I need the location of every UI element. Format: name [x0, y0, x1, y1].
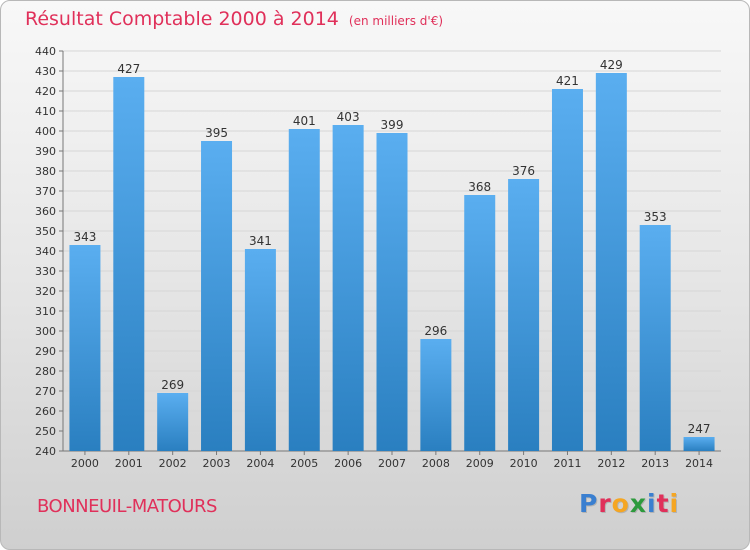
- bar: [244, 249, 276, 451]
- y-tick-label: 380: [35, 165, 56, 178]
- bar: [683, 437, 715, 451]
- x-tick-label: 2006: [334, 457, 362, 470]
- y-tick-label: 370: [35, 185, 56, 198]
- data-label: 341: [249, 234, 272, 248]
- bar: [288, 129, 320, 451]
- y-tick-label: 250: [35, 425, 56, 438]
- commune-name: BONNEUIL-MATOURS: [37, 496, 217, 517]
- x-tick-label: 2012: [597, 457, 625, 470]
- data-label: 353: [644, 210, 667, 224]
- x-tick-label: 2007: [378, 457, 406, 470]
- x-tick-label: 2001: [115, 457, 143, 470]
- y-tick-label: 420: [35, 85, 56, 98]
- y-tick-label: 350: [35, 225, 56, 238]
- data-label: 427: [117, 62, 140, 76]
- x-tick-label: 2003: [203, 457, 231, 470]
- bar: [551, 89, 583, 451]
- bar-layer: [69, 73, 715, 451]
- y-tick-label: 290: [35, 345, 56, 358]
- y-tick-label: 330: [35, 265, 56, 278]
- chart-title: Résultat Comptable 2000 à 2014 (en millie…: [25, 8, 443, 30]
- bar: [376, 133, 408, 451]
- data-label: 269: [161, 378, 184, 392]
- x-tick-label: 2011: [553, 457, 581, 470]
- y-tick-label: 280: [35, 365, 56, 378]
- bar: [508, 179, 540, 451]
- y-tick-label: 310: [35, 305, 56, 318]
- bar: [639, 225, 671, 451]
- x-tick-label: 2005: [290, 457, 318, 470]
- y-tick-label: 340: [35, 245, 56, 258]
- data-label: 343: [73, 230, 96, 244]
- x-tick-label: 2013: [641, 457, 669, 470]
- bar: [113, 77, 145, 451]
- x-tick-label: 2002: [159, 457, 187, 470]
- bar: [201, 141, 233, 451]
- x-tick-label: 2008: [422, 457, 450, 470]
- x-tick-label: 2010: [510, 457, 538, 470]
- y-tick-label: 320: [35, 285, 56, 298]
- y-tick-label: 440: [35, 45, 56, 58]
- proxiti-logo[interactable]: Proxiti: [579, 489, 680, 518]
- data-label: 247: [688, 422, 711, 436]
- data-label: 376: [512, 164, 535, 178]
- chart-subtitle: (en milliers d'€): [348, 14, 444, 28]
- data-label: 368: [468, 180, 491, 194]
- bar: [69, 245, 101, 451]
- data-label: 296: [424, 324, 447, 338]
- bar: [464, 195, 496, 451]
- label-layer: 343 427 269 395 341 401 403 399 296 368 376 421 429 3…: [73, 58, 710, 436]
- data-label: 401: [293, 114, 316, 128]
- bar: [420, 339, 452, 451]
- chart-title-text: Résultat Comptable 2000 à 2014: [25, 8, 339, 30]
- y-tick-label: 390: [35, 145, 56, 158]
- y-tick-label: 410: [35, 105, 56, 118]
- data-label: 421: [556, 74, 579, 88]
- data-label: 403: [337, 110, 360, 124]
- x-tick-label: 2000: [71, 457, 99, 470]
- bar: [157, 393, 189, 451]
- bar: [595, 73, 627, 451]
- bar: [332, 125, 364, 451]
- y-tick-label: 360: [35, 205, 56, 218]
- data-label: 395: [205, 126, 228, 140]
- y-tick-label: 300: [35, 325, 56, 338]
- data-label: 399: [381, 118, 404, 132]
- x-tick-label: 2009: [466, 457, 494, 470]
- axis-layer: 240 250 260 270 280 290 300 310 320 330 340 350 360 3…: [35, 45, 721, 470]
- y-tick-label: 430: [35, 65, 56, 78]
- x-tick-label: 2014: [685, 457, 713, 470]
- y-tick-label: 400: [35, 125, 56, 138]
- y-tick-label: 240: [35, 445, 56, 458]
- y-tick-label: 260: [35, 405, 56, 418]
- y-tick-label: 270: [35, 385, 56, 398]
- data-label: 429: [600, 58, 623, 72]
- x-tick-label: 2004: [246, 457, 274, 470]
